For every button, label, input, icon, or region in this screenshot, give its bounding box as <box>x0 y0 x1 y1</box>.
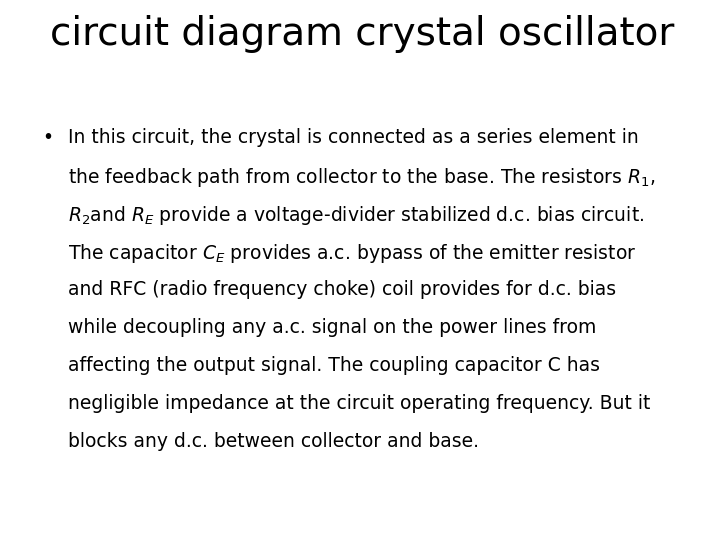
Text: while decoupling any a.c. signal on the power lines from: while decoupling any a.c. signal on the … <box>68 318 596 337</box>
Text: negligible impedance at the circuit operating frequency. But it: negligible impedance at the circuit oper… <box>68 394 650 413</box>
Text: $R_2$and $R_E$ provide a voltage-divider stabilized d.c. bias circuit.: $R_2$and $R_E$ provide a voltage-divider… <box>68 204 644 227</box>
Text: the feedback path from collector to the base. The resistors $R_1$,: the feedback path from collector to the … <box>68 166 655 189</box>
Text: In this circuit, the crystal is connected as a series element in: In this circuit, the crystal is connecte… <box>68 128 639 147</box>
Text: affecting the output signal. The coupling capacitor C has: affecting the output signal. The couplin… <box>68 356 600 375</box>
Text: •: • <box>42 128 53 147</box>
Text: blocks any d.c. between collector and base.: blocks any d.c. between collector and ba… <box>68 432 479 451</box>
Text: and RFC (radio frequency choke) coil provides for d.c. bias: and RFC (radio frequency choke) coil pro… <box>68 280 616 299</box>
Text: circuit diagram crystal oscillator: circuit diagram crystal oscillator <box>50 15 675 53</box>
Text: The capacitor $C_E$ provides a.c. bypass of the emitter resistor: The capacitor $C_E$ provides a.c. bypass… <box>68 242 636 265</box>
